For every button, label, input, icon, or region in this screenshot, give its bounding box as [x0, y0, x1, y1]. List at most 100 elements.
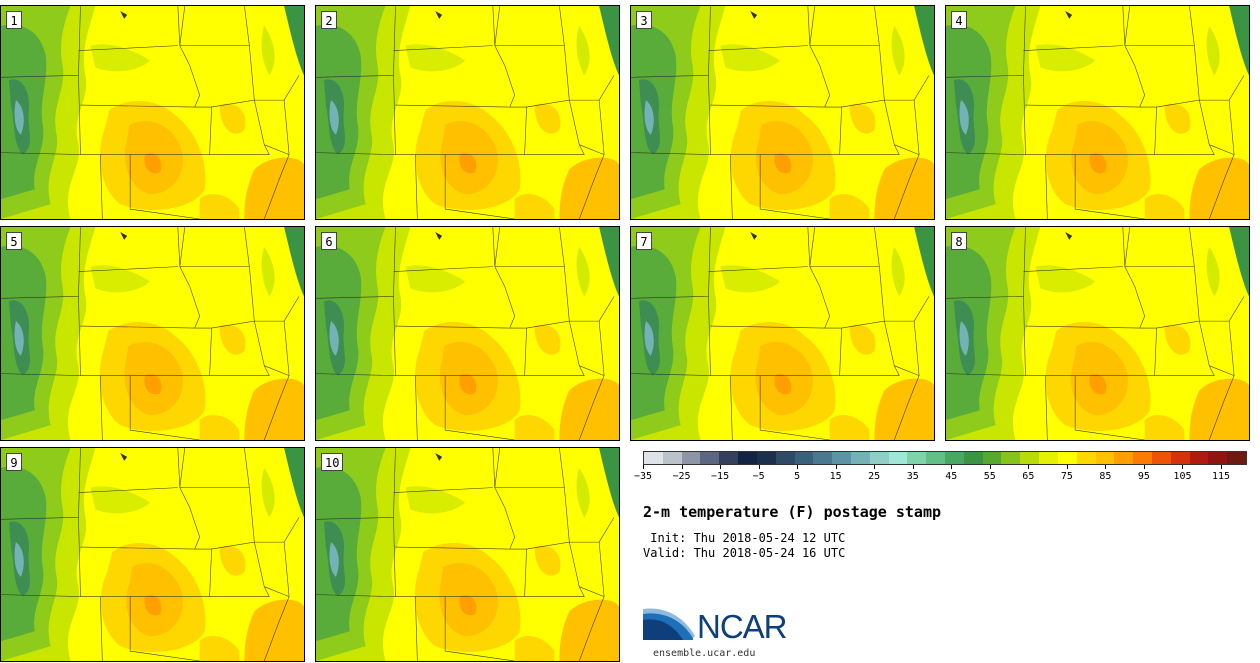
member-label: 7: [636, 232, 652, 250]
colorbar-swatch: [1039, 452, 1058, 464]
colorbar-swatch: [850, 452, 870, 464]
ncar-swoosh-icon: [643, 608, 695, 640]
colorbar-tick-label: 15: [829, 471, 842, 482]
colorbar-swatch: [945, 452, 964, 464]
colorbar-ticks: −35 −25 −15 −5 5 15 25 35 45 55 65 75 85 95 105 115: [634, 465, 1247, 485]
temperature-map: [1, 6, 304, 219]
colorbar-swatch: [662, 452, 682, 464]
member-label: 9: [6, 453, 22, 471]
colorbar-tick: [720, 465, 722, 469]
colorbar-swatch: [1151, 452, 1171, 464]
colorbar-swatch: [907, 452, 927, 464]
colorbar-tick-label: −5: [752, 471, 765, 482]
member-panel-2: 2: [315, 5, 620, 220]
colorbar-swatch: [700, 452, 720, 464]
colorbar-tick: [643, 465, 644, 469]
temperature-colorbar: [643, 451, 1247, 465]
colorbar-swatch: [926, 452, 945, 464]
colorbar-swatch: [681, 452, 701, 464]
temperature-map: [316, 227, 619, 440]
colorbar-swatch: [1208, 452, 1228, 464]
member-label: 3: [636, 11, 652, 29]
ensemble-url[interactable]: ensemble.ucar.edu: [653, 648, 756, 659]
colorbar-tick: [1066, 465, 1068, 469]
colorbar-swatch: [1114, 452, 1134, 464]
colorbar-swatch: [1189, 452, 1209, 464]
colorbar-tick-label: 35: [906, 471, 919, 482]
colorbar-tick: [1143, 465, 1145, 469]
colorbar-tick: [1028, 465, 1030, 469]
colorbar-tick-label: 45: [945, 471, 958, 482]
colorbar-tick: [758, 465, 760, 469]
member-label: 10: [321, 453, 344, 471]
colorbar-swatch: [1170, 452, 1190, 464]
ncar-logo-text: NCAR: [697, 608, 788, 645]
colorbar-swatch: [1133, 452, 1152, 464]
colorbar-tick: [989, 465, 991, 469]
member-label: 6: [321, 232, 337, 250]
member-label: 1: [6, 11, 22, 29]
colorbar-swatch: [869, 452, 889, 464]
colorbar-tick-label: 95: [1137, 471, 1150, 482]
colorbar-swatch: [1001, 452, 1021, 464]
colorbar-swatch: [775, 452, 795, 464]
temperature-map: [1, 448, 304, 661]
colorbar-tick-label: 5: [794, 471, 801, 482]
colorbar-swatch: [982, 452, 1002, 464]
colorbar-swatch: [1227, 452, 1246, 464]
init-time: Init: Thu 2018-05-24 12 UTC: [643, 531, 846, 545]
colorbar-tick-label: 75: [1060, 471, 1073, 482]
colorbar-swatch: [756, 452, 776, 464]
colorbar-tick-label: −35: [633, 471, 653, 482]
temperature-map: [631, 6, 934, 219]
valid-time: Valid: Thu 2018-05-24 16 UTC: [643, 546, 846, 560]
temperature-map: [316, 6, 619, 219]
colorbar-swatch: [1095, 452, 1115, 464]
colorbar-tick: [1221, 465, 1222, 469]
colorbar-tick: [1105, 465, 1107, 469]
colorbar-swatch: [813, 452, 833, 464]
colorbar-swatch: [719, 452, 739, 464]
member-label: 2: [321, 11, 337, 29]
member-panel-7: 7: [630, 226, 935, 441]
member-panel-1: 1: [0, 5, 305, 220]
colorbar-swatch: [1057, 452, 1077, 464]
member-panel-10: 10: [315, 447, 620, 662]
colorbar-tick: [874, 465, 876, 469]
temperature-map: [946, 227, 1249, 440]
colorbar-swatch: [832, 452, 851, 464]
temperature-map: [631, 227, 934, 440]
colorbar-swatch: [963, 452, 983, 464]
member-panel-4: 4: [945, 5, 1250, 220]
colorbar-swatch: [738, 452, 757, 464]
colorbar-tick-label: −25: [672, 471, 691, 482]
member-label: 4: [951, 11, 967, 29]
colorbar-tick: [681, 465, 683, 469]
product-title: 2-m temperature (F) postage stamp: [643, 503, 942, 521]
colorbar-tick: [912, 465, 914, 469]
member-panel-8: 8: [945, 226, 1250, 441]
colorbar-tick-label: 115: [1211, 471, 1231, 482]
member-panel-6: 6: [315, 226, 620, 441]
colorbar-tick-label: 105: [1173, 471, 1192, 482]
colorbar-tick: [797, 465, 799, 469]
colorbar-tick: [835, 465, 837, 469]
member-label: 8: [951, 232, 967, 250]
member-panel-3: 3: [630, 5, 935, 220]
colorbar-tick: [951, 465, 953, 469]
member-label: 5: [6, 232, 22, 250]
member-panel-5: 5: [0, 226, 305, 441]
temperature-map: [1, 227, 304, 440]
colorbar-swatch: [644, 452, 663, 464]
colorbar-swatch: [1076, 452, 1096, 464]
colorbar-swatch: [888, 452, 908, 464]
member-panel-9: 9: [0, 447, 305, 662]
colorbar-tick-label: 65: [1022, 471, 1035, 482]
colorbar-tick-label: 85: [1099, 471, 1112, 482]
ncar-logo[interactable]: NCAR: [643, 606, 793, 648]
colorbar-tick-label: 55: [983, 471, 996, 482]
colorbar-tick-label: −15: [711, 471, 730, 482]
temperature-map: [946, 6, 1249, 219]
colorbar-swatch: [1020, 452, 1040, 464]
colorbar-tick: [1182, 465, 1184, 469]
